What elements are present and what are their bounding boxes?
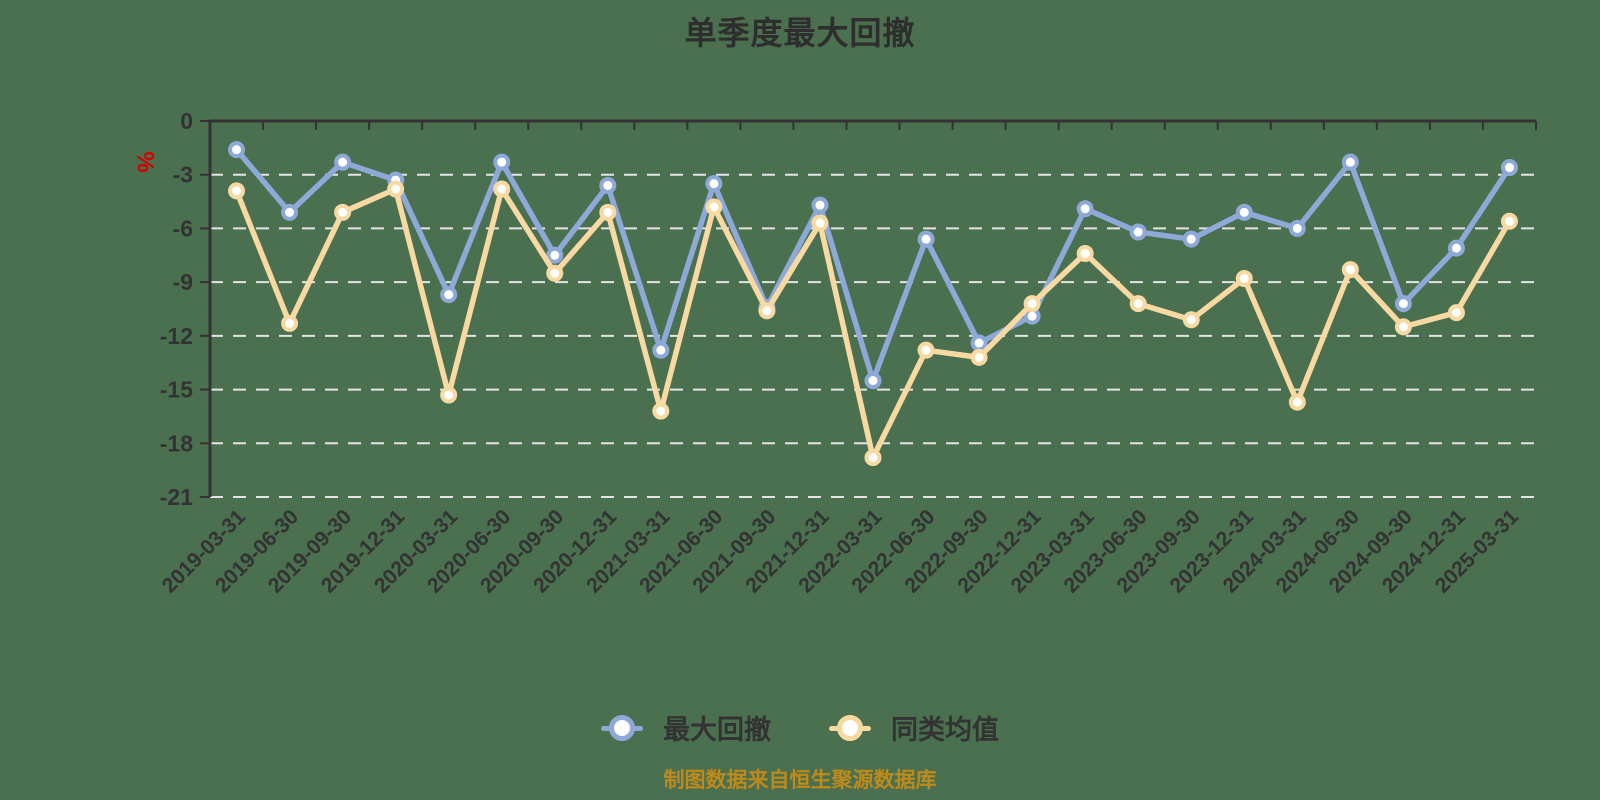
data-point <box>1129 223 1147 241</box>
y-tick-label: -12 <box>160 323 193 349</box>
data-point <box>705 175 723 193</box>
chart-title: 单季度最大回撤 <box>684 15 916 51</box>
y-tick-label: 0 <box>180 108 193 134</box>
legend-label: 最大回撤 <box>663 715 771 745</box>
legend-item-peer-average[interactable]: 同类均值 <box>829 708 999 747</box>
data-point <box>440 286 458 304</box>
data-point <box>546 246 564 264</box>
data-point <box>493 153 511 171</box>
legend: 最大回撤 同类均值 <box>0 708 1600 747</box>
data-point <box>811 214 829 232</box>
data-point <box>652 402 670 420</box>
data-point <box>1076 244 1094 262</box>
data-point <box>599 176 617 194</box>
data-point <box>705 198 723 216</box>
data-point <box>917 341 935 359</box>
data-point <box>1341 153 1359 171</box>
data-point <box>811 196 829 214</box>
data-point <box>1288 393 1306 411</box>
data-point <box>1500 159 1518 177</box>
data-point <box>281 314 299 332</box>
x-axis-labels: 2019-03-312019-06-302019-09-302019-12-31… <box>158 505 1523 597</box>
y-tick-label: -15 <box>160 377 193 403</box>
data-point <box>1182 311 1200 329</box>
data-point <box>1129 295 1147 313</box>
data-source-note: 制图数据来自恒生聚源数据库 <box>663 769 937 792</box>
data-point <box>440 386 458 404</box>
data-point <box>546 264 564 282</box>
data-point <box>1076 200 1094 218</box>
data-point <box>1341 261 1359 279</box>
line-circle-marker-icon <box>829 714 871 742</box>
data-point <box>1182 230 1200 248</box>
data-point <box>334 153 352 171</box>
data-point <box>1447 304 1465 322</box>
series-peer-average <box>228 180 1518 467</box>
y-tick-label: -6 <box>173 215 193 241</box>
data-point <box>334 203 352 221</box>
legend-item-max-drawdown[interactable]: 最大回撤 <box>601 708 771 747</box>
line-circle-marker-icon <box>601 714 643 742</box>
legend-label: 同类均值 <box>891 715 999 745</box>
line-chart-plot: 0 -3 -6 -9 -12 -15 -18 -212019-03-312019-06-302… <box>158 108 1537 597</box>
y-tick-label: -18 <box>160 430 193 456</box>
data-point <box>758 302 776 320</box>
data-point <box>1023 295 1041 313</box>
data-point <box>970 334 988 352</box>
data-point <box>1394 318 1412 336</box>
data-point <box>970 348 988 366</box>
data-point <box>599 203 617 221</box>
data-point <box>917 230 935 248</box>
data-point <box>1447 239 1465 257</box>
axes <box>200 119 1537 498</box>
y-tick-label: -21 <box>160 484 193 510</box>
data-point <box>228 182 246 200</box>
y-tick-label: -9 <box>173 269 193 295</box>
data-point <box>387 180 405 198</box>
y-tick-label: -3 <box>173 162 193 188</box>
series-max-drawdown <box>228 141 1518 390</box>
data-point <box>1235 203 1253 221</box>
data-point <box>1394 295 1412 313</box>
data-point <box>864 372 882 390</box>
data-point <box>1288 219 1306 237</box>
data-point <box>493 180 511 198</box>
gridlines <box>210 173 1536 498</box>
y-axis-labels: 0 -3 -6 -9 -12 -15 -18 -21 <box>160 108 193 510</box>
data-point <box>281 203 299 221</box>
data-point <box>864 449 882 467</box>
data-point <box>1500 212 1518 230</box>
data-point <box>228 141 246 159</box>
data-point <box>652 341 670 359</box>
data-point <box>1235 270 1253 288</box>
